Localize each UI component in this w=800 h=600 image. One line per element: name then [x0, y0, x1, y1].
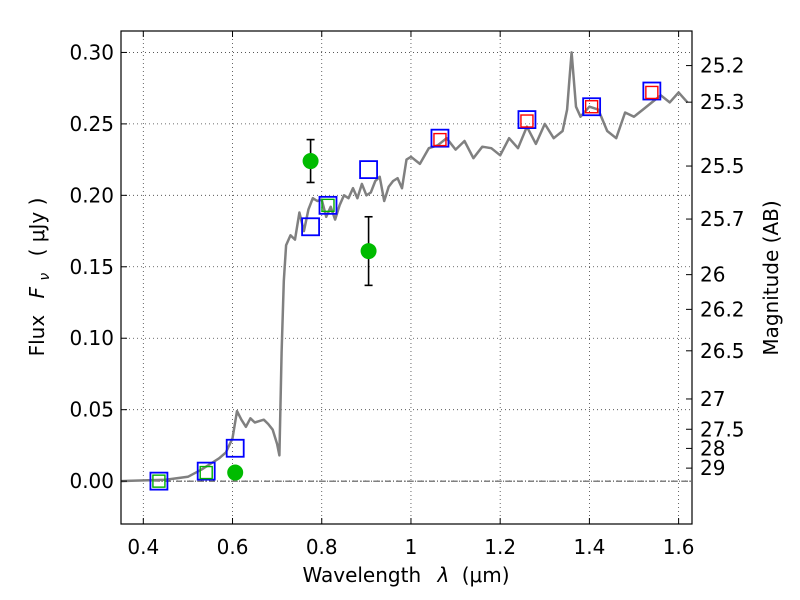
- photometry-square: [149, 471, 169, 491]
- y-axis-title-unit: ( μJy ): [25, 198, 49, 257]
- photometry-square: [430, 128, 450, 148]
- y-tick-label: 0.20: [69, 183, 114, 207]
- y-tick-label: 0.30: [69, 40, 114, 64]
- photometry-square: [196, 461, 216, 481]
- x-tick-label: 0.8: [306, 535, 338, 559]
- y2-tick-label: 28: [700, 436, 725, 460]
- y2-tick-label: 27.5: [700, 417, 745, 441]
- y2-tick-label: 26: [700, 263, 725, 287]
- plot-frame: [120, 30, 693, 525]
- photometry-square: [645, 85, 659, 100]
- y2-tick-label: 25.7: [700, 207, 745, 231]
- x-tick-label: 1.6: [663, 535, 695, 559]
- photometry-square: [301, 217, 320, 237]
- y-axis-title-symbol: F: [25, 286, 49, 298]
- photometry-square: [225, 438, 245, 458]
- y-tick-label: 0.15: [69, 255, 114, 279]
- x-axis-title-unit: (μm): [462, 563, 510, 587]
- x-axis-title: Wavelength λ (μm): [302, 563, 509, 587]
- y2-tick-label: 25.3: [700, 90, 745, 114]
- y-axis-title-text: Flux: [25, 315, 49, 357]
- x-axis-title-text: Wavelength: [302, 563, 421, 587]
- photometry-square: [359, 160, 378, 180]
- photometry-square: [433, 132, 447, 147]
- y2-tick-label: 25.2: [700, 54, 745, 78]
- data-layer: [121, 51, 689, 491]
- y-tick-label: 0.05: [69, 398, 114, 422]
- photometry-square: [642, 81, 662, 101]
- y2-tick-label: 25.5: [700, 154, 745, 178]
- x-tick-label: 0.4: [127, 535, 159, 559]
- y-axis-title: Flux F ν ( μJy ): [25, 198, 54, 357]
- photometry-square: [152, 474, 166, 488]
- y-tick-label: 0.25: [69, 112, 114, 136]
- photometry-square: [520, 114, 534, 128]
- photometry-square: [321, 198, 335, 213]
- y2-tick-label: 27: [700, 387, 725, 411]
- ticks: 0.4 0.6 0.8 1 1.2 1.4 1.6 0.00 0.05 0.10 0.15 0.20 0…: [69, 31, 745, 559]
- photometry-square: [584, 100, 599, 114]
- measurement-point: [302, 153, 319, 170]
- photometry-square: [318, 195, 338, 215]
- x-axis-title-symbol: λ: [437, 563, 450, 587]
- x-tick-label: 1: [405, 535, 418, 559]
- photometry-square: [517, 110, 537, 129]
- x-tick-label: 0.6: [217, 535, 249, 559]
- y-tick-label: 0.00: [69, 469, 114, 493]
- measurement-point: [360, 243, 377, 260]
- secondary-y-axis-title: Magnitude (AB): [759, 200, 783, 355]
- x-tick-label: 1.2: [484, 535, 516, 559]
- x-tick-label: 1.4: [573, 535, 605, 559]
- y-tick-label: 0.10: [69, 326, 114, 350]
- y2-tick-label: 26.5: [700, 339, 745, 363]
- grid-lines: [121, 31, 692, 524]
- y2-tick-label: 29: [700, 456, 725, 480]
- measurement-point: [227, 464, 244, 481]
- y2-tick-label: 26.2: [700, 297, 745, 321]
- photometry-square: [582, 97, 602, 117]
- y-axis-title-subscript: ν: [37, 273, 53, 281]
- photometry-square: [199, 465, 213, 480]
